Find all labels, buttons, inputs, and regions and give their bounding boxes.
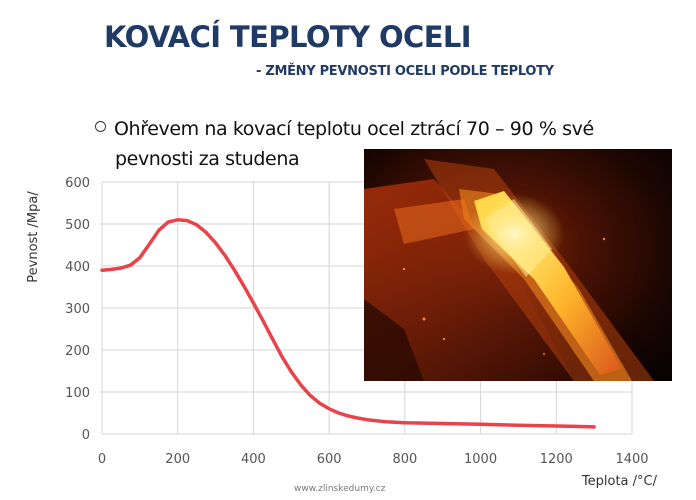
slide-title: KOVACÍ TEPLOTY OCELI: [104, 20, 472, 54]
y-tick-label: 200: [65, 344, 90, 359]
hot-steel-photo: [364, 149, 672, 381]
circle-bullet-icon: [95, 121, 106, 132]
y-tick-label: 500: [65, 218, 90, 233]
y-axis-label: Pevnost /Mpa/: [26, 191, 41, 283]
y-tick-label: 600: [65, 176, 90, 191]
y-tick-label: 400: [65, 260, 90, 275]
strength-curve-line: [100, 218, 596, 429]
x-tick-label: 800: [392, 452, 417, 467]
x-tick-label: 200: [165, 452, 190, 467]
source-footer: www.zlinskedumy.cz: [294, 484, 386, 494]
y-tick-label: 300: [65, 302, 90, 317]
x-tick-label: 0: [98, 452, 106, 467]
bullet-point: Ohřevem na kovací teplotu ocel ztrácí 70…: [95, 114, 685, 174]
bullet-line-2: pevnosti za studena: [115, 148, 300, 170]
x-tick-label: 400: [241, 452, 266, 467]
slide-subtitle: - ZMĚNY PEVNOSTI OCELI PODLE TEPLOTY: [256, 64, 554, 79]
x-tick-label: 1200: [540, 452, 573, 467]
y-tick-label: 0: [82, 428, 90, 443]
bullet-line-1: Ohřevem na kovací teplotu ocel ztrácí 70…: [114, 118, 594, 140]
x-axis-label: Teplota /°C/: [581, 474, 658, 489]
x-tick-label: 600: [317, 452, 342, 467]
x-tick-label: 1000: [464, 452, 497, 467]
y-tick-label: 100: [65, 386, 90, 401]
x-tick-label: 1400: [615, 452, 648, 467]
